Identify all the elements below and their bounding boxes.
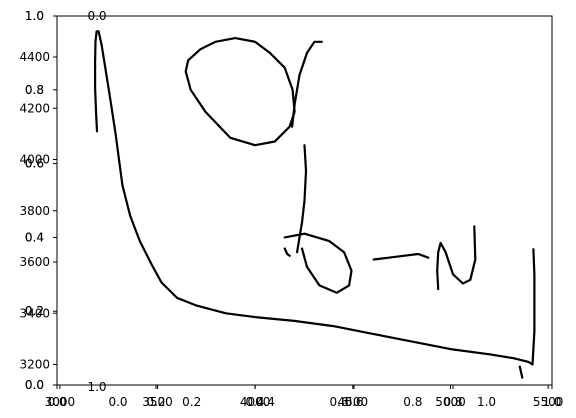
overlay-stroke bbox=[296, 144, 308, 254]
overlay2-x-tick-label: 0.4 bbox=[256, 395, 275, 409]
main-x-ticks: 3000 3500 4000 4500 5000 5500 bbox=[45, 385, 564, 409]
overlay-x-tick-label: 0.0 bbox=[47, 395, 66, 409]
overlay2-x-tick-label: 0.2 bbox=[182, 395, 201, 409]
main-y-tick-label: 3600 bbox=[19, 255, 50, 269]
main-x-tick-label: 3500 bbox=[142, 395, 173, 409]
overlay-x-tick-label: 0.4 bbox=[245, 395, 264, 409]
main-x-tick-label: 5000 bbox=[435, 395, 466, 409]
overlay2-y-tick-label: 0.0 bbox=[25, 378, 44, 392]
overlay-top-label: 0.0 bbox=[87, 9, 106, 23]
overlay2-x-tick-label: 0.0 bbox=[108, 395, 127, 409]
main-x-tick-label: 4000 bbox=[240, 395, 271, 409]
main-y-tick-label: 4200 bbox=[19, 101, 50, 115]
main-x-tick-label: 5500 bbox=[533, 395, 564, 409]
overlay2-y-tick-label: 0.6 bbox=[25, 157, 44, 171]
overlay-y-tick-label: 0.4 bbox=[25, 230, 44, 244]
main-y-tick-label: 4400 bbox=[19, 50, 50, 64]
overlay2-x-tick-label: 1.0 bbox=[477, 395, 496, 409]
overlay2-y-tick-label: 0.2 bbox=[25, 304, 44, 318]
overlay-stroke bbox=[291, 40, 323, 128]
main-series-line bbox=[93, 30, 536, 366]
overlay2-y-tick-label: 1.0 bbox=[25, 9, 44, 23]
overlay2-x-tick-label: 0.6 bbox=[330, 395, 349, 409]
overlay-y-tick-label: 0.0 bbox=[25, 378, 44, 392]
overlay2-x-tick-label: 0.8 bbox=[403, 395, 422, 409]
overlay-y-tick-label: 0.2 bbox=[25, 304, 44, 318]
main-x-tick-label: 3000 bbox=[45, 395, 76, 409]
main-y-tick-label: 4000 bbox=[19, 153, 50, 167]
overlay-stroke bbox=[518, 365, 524, 379]
overlay-y-tick-label: 1.0 bbox=[25, 9, 44, 23]
main-y-tick-label: 3200 bbox=[19, 358, 50, 372]
overlay-y-tick-label: 0.8 bbox=[25, 83, 44, 97]
overlay-stroke bbox=[436, 225, 477, 291]
main-y-tick-label: 3800 bbox=[19, 204, 50, 218]
overlay-x-tick-label: 0.6 bbox=[344, 395, 363, 409]
overlay-ticks: 0.00.20.40.60.81.00.0 0.2 0.4 0.6 0.8 1.00.00… bbox=[25, 9, 562, 409]
main-y-ticks: 3200 3400 3600 3800 4000 4200 4400 bbox=[19, 50, 57, 372]
main-x-tick-label: 4500 bbox=[338, 395, 369, 409]
overlay-x-tick-label: 0.8 bbox=[443, 395, 462, 409]
overlay-bottom-label: 1.0 bbox=[87, 380, 106, 394]
overlay-stroke bbox=[372, 252, 430, 261]
overlay-x-tick-label: 1.0 bbox=[542, 395, 561, 409]
series-layer bbox=[93, 30, 536, 379]
overlay2-y-tick-label: 0.4 bbox=[25, 230, 44, 244]
overlay-stroke bbox=[283, 247, 291, 257]
overlay-stroke bbox=[283, 232, 353, 294]
overlay-y-tick-label: 0.6 bbox=[25, 157, 44, 171]
overlay-x-tick-label: 0.2 bbox=[146, 395, 165, 409]
main-y-tick-label: 3400 bbox=[19, 306, 50, 320]
overlay2-y-tick-label: 0.8 bbox=[25, 83, 44, 97]
